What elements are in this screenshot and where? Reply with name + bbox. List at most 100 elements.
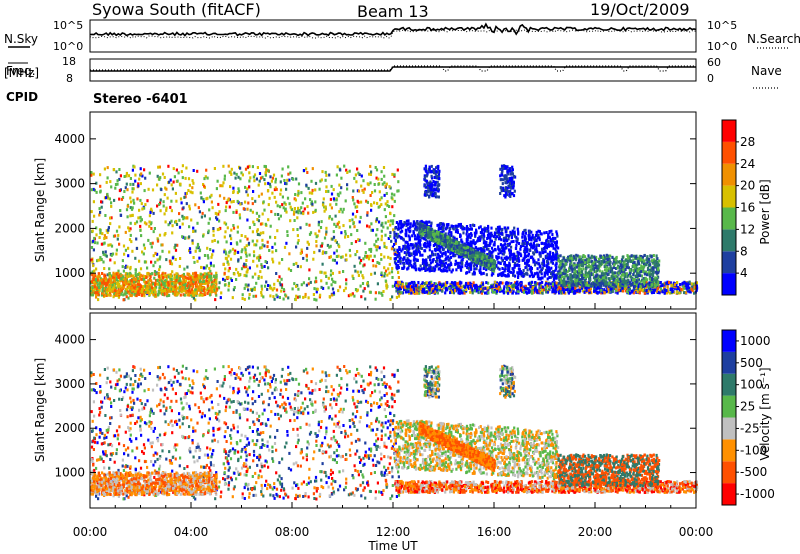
power-cell (297, 239, 300, 242)
power-cell (383, 181, 386, 185)
power-cell (340, 255, 343, 259)
power-cell (235, 172, 238, 176)
power-cell (97, 298, 100, 302)
power-cell (513, 234, 517, 238)
power-cell (476, 247, 479, 251)
power-cell (526, 258, 529, 262)
power-cell (483, 234, 486, 238)
power-cell (373, 271, 376, 275)
power-cell (129, 271, 132, 275)
power-cell (489, 236, 492, 240)
power-cell (192, 181, 195, 185)
power-cell (173, 276, 176, 279)
power-cell (119, 285, 122, 288)
power-cell (167, 283, 170, 287)
power-cell (248, 226, 251, 230)
power-cell (397, 260, 400, 263)
power-cell (219, 296, 222, 300)
power-cell (362, 276, 365, 280)
power-cell (364, 254, 367, 258)
power-cell (356, 270, 359, 274)
power-cell (528, 274, 531, 278)
power-cell (517, 273, 520, 277)
power-cell (172, 167, 175, 171)
power-cell (545, 242, 548, 246)
power-cell (132, 198, 135, 202)
power-cell (314, 208, 317, 212)
power-cell (397, 222, 400, 226)
power-cell (192, 226, 195, 230)
power-cell (444, 250, 447, 254)
power-cell (127, 226, 130, 230)
power-cell (486, 255, 489, 259)
power-cell (475, 231, 478, 235)
power-cell (516, 263, 519, 267)
power-cell (413, 262, 416, 266)
power-cell (120, 197, 124, 201)
power-cell (224, 222, 228, 226)
power-cell (419, 264, 422, 268)
power-cell (231, 247, 235, 251)
power-cell (485, 244, 488, 248)
power-cell (498, 248, 501, 252)
power-cell (391, 172, 394, 176)
power-cell (356, 205, 359, 209)
power-cell (128, 238, 132, 242)
power-cell (537, 274, 540, 278)
power-cell (149, 275, 152, 279)
power-cell (95, 287, 98, 291)
power-cell (312, 210, 315, 214)
power-cell (103, 234, 106, 238)
power-cell (428, 234, 431, 238)
power-cell (199, 191, 202, 195)
power-cell (396, 263, 399, 267)
power-cell (333, 251, 336, 255)
power-cell (325, 275, 328, 278)
power-cell (431, 267, 434, 271)
power-cell (364, 297, 367, 301)
power-cell (479, 254, 482, 258)
power-cell (92, 200, 95, 204)
power-cell (362, 179, 365, 183)
power-cell (139, 289, 142, 293)
power-cell (154, 251, 157, 255)
power-cell (382, 166, 386, 169)
power-cell (171, 224, 174, 228)
power-cell (158, 275, 161, 278)
power-cell (502, 271, 505, 275)
power-cell (411, 243, 414, 247)
power-cell (96, 289, 99, 292)
power-cell (240, 171, 243, 175)
power-cell (519, 245, 522, 248)
power-cell (327, 189, 330, 193)
freq-label: Freq. (6, 64, 36, 78)
power-cell (167, 223, 170, 227)
power-cell (96, 283, 99, 287)
power-cell (399, 226, 402, 230)
power-cell (119, 209, 122, 212)
power-cell (331, 277, 334, 281)
power-cell (201, 282, 204, 285)
power-cell (527, 258, 530, 262)
power-cell (359, 215, 362, 219)
power-cell (235, 209, 238, 213)
power-cell (429, 230, 432, 234)
power-cell (314, 200, 317, 204)
power-cell (129, 196, 132, 200)
power-cell (253, 254, 256, 258)
power-cell (438, 248, 441, 251)
power-cell (211, 283, 214, 287)
power-cell (143, 246, 146, 250)
power-cell (485, 268, 488, 272)
power-cell (260, 287, 264, 291)
power-cell (214, 298, 217, 302)
power-cell (248, 293, 251, 296)
power-cell (106, 176, 109, 180)
power-cell (208, 208, 211, 212)
power-cell (105, 288, 109, 292)
power-cell (125, 272, 128, 275)
power-cell (551, 233, 554, 236)
beam-title: Beam 13 (357, 2, 429, 21)
power-cell (295, 177, 298, 181)
power-cell (447, 223, 450, 226)
